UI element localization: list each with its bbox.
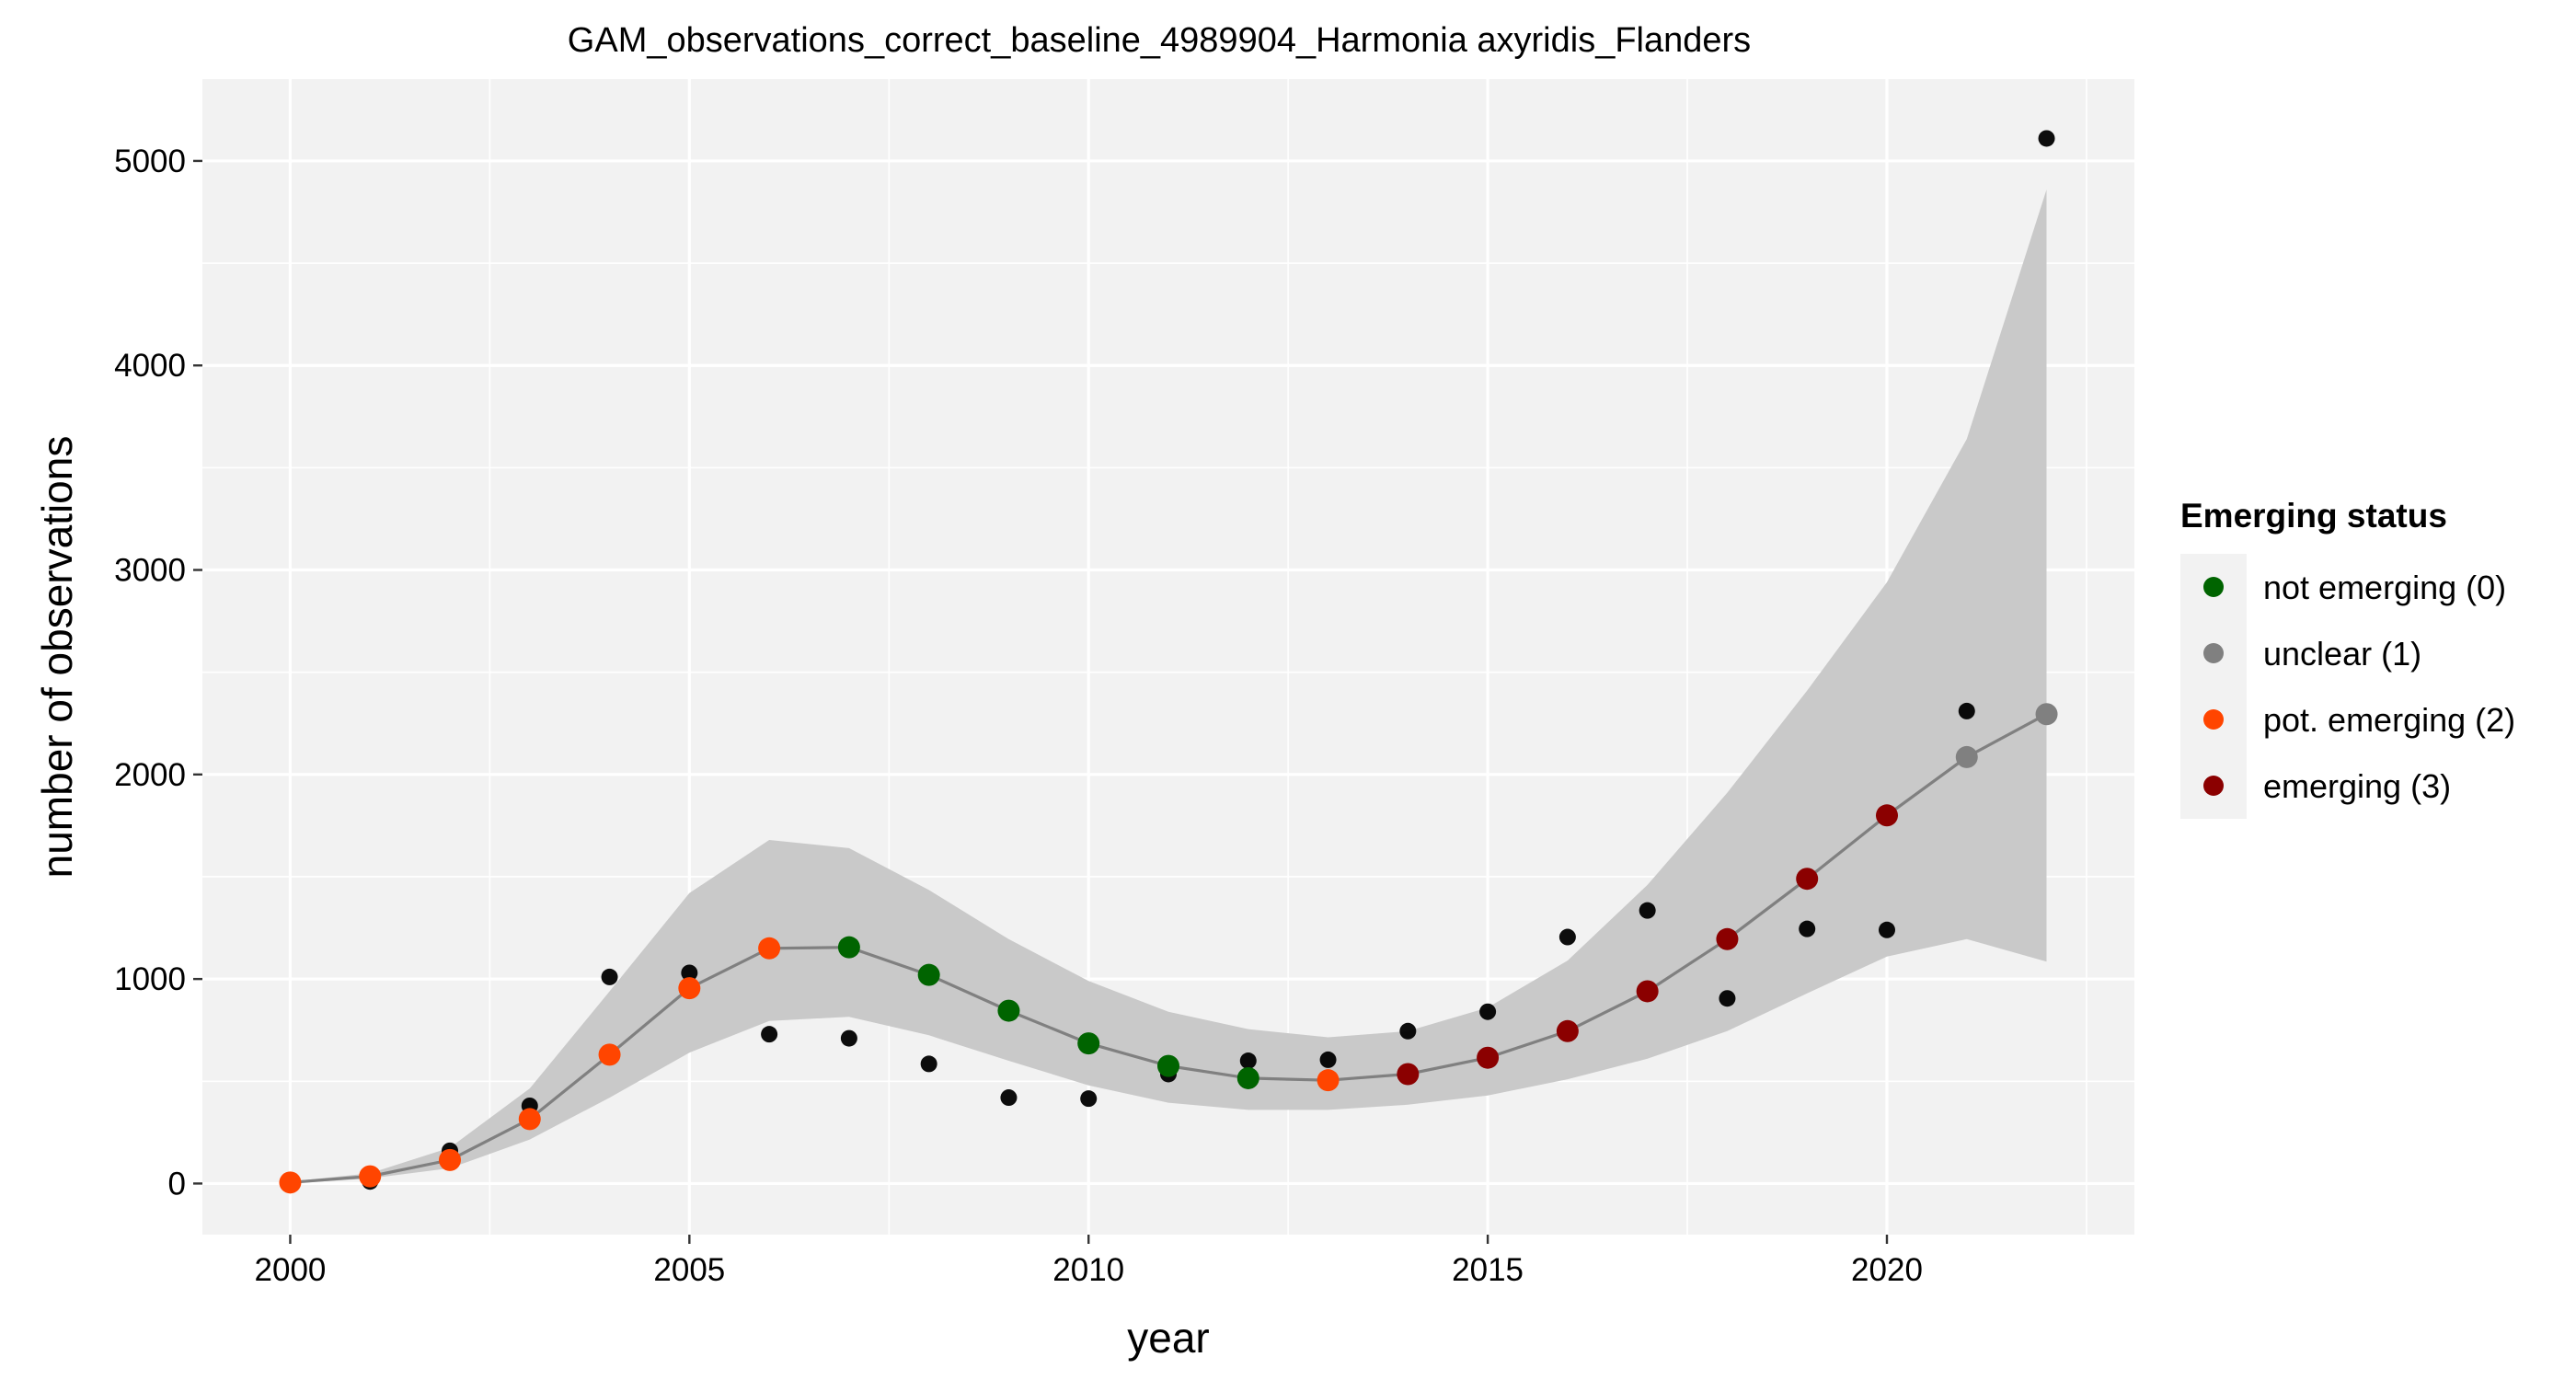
observed-point (1399, 1022, 1417, 1040)
fit-point (1317, 1069, 1340, 1092)
confidence-ribbon (290, 190, 2047, 1184)
fit-points (279, 703, 2058, 1194)
x-tick-label: 2010 (1052, 1252, 1124, 1288)
observed-point (1239, 1052, 1257, 1070)
legend-label: unclear (1) (2263, 635, 2421, 673)
fit-point (917, 963, 940, 986)
legend-key (2203, 577, 2224, 597)
observed-point (1479, 1003, 1497, 1020)
observed-point (920, 1055, 937, 1073)
fit-point (1796, 868, 1819, 891)
legend-label: pot. emerging (2) (2263, 701, 2515, 739)
observed-point (601, 968, 618, 985)
legend-label: not emerging (0) (2263, 569, 2506, 606)
fit-point (2035, 703, 2058, 726)
legend-key (2203, 709, 2224, 730)
observed-point (1319, 1051, 1337, 1068)
fit-point (1236, 1066, 1259, 1089)
fit-point (439, 1148, 462, 1171)
legend-label: emerging (3) (2263, 767, 2451, 805)
observed-point (1878, 921, 1895, 938)
fit-point (1556, 1019, 1579, 1042)
observed-point (1558, 928, 1576, 946)
x-axis-ticks: 2000 2005 2010 2015 2020 (255, 1235, 1923, 1288)
legend-key (2203, 776, 2224, 796)
y-axis-ticks: 0 1000 2000 3000 4000 5000 (114, 144, 202, 1202)
fit-point (758, 937, 781, 960)
observed-point (761, 1026, 778, 1043)
x-tick-label: 2005 (653, 1252, 725, 1288)
x-tick-label: 2015 (1452, 1252, 1524, 1288)
fit-point (997, 999, 1020, 1022)
observed-point (1719, 990, 1736, 1007)
observed-point (681, 964, 698, 982)
fit-point (1716, 927, 1739, 950)
fit-point (598, 1043, 621, 1066)
x-tick-label: 2020 (1851, 1252, 1923, 1288)
fit-point (279, 1171, 302, 1194)
fit-point (837, 936, 860, 959)
observed-point (1080, 1090, 1098, 1108)
y-tick-label: 5000 (114, 144, 186, 179)
y-tick-label: 1000 (114, 961, 186, 997)
x-axis-title: year (1127, 1314, 1209, 1362)
observed-point (2038, 130, 2055, 147)
y-axis-title: number of observations (33, 436, 81, 879)
fit-point (1477, 1046, 1500, 1069)
fit-point (1875, 804, 1898, 827)
observed-point (1000, 1089, 1018, 1107)
y-tick-label: 0 (168, 1166, 186, 1202)
fit-point (518, 1108, 541, 1131)
observed-point (1799, 920, 1816, 937)
fit-point (1077, 1032, 1100, 1055)
fit-point (678, 977, 701, 1000)
fit-point (1397, 1063, 1420, 1086)
observed-point (1958, 702, 1975, 719)
fit-point (1157, 1054, 1179, 1077)
fit-point (1955, 745, 1978, 768)
observed-point (840, 1029, 857, 1047)
legend-title: Emerging status (2180, 497, 2447, 535)
chart-title: GAM_observations_correct_baseline_498990… (568, 21, 1751, 60)
fit-point (1636, 980, 1659, 1003)
legend-key-background (2180, 554, 2247, 819)
y-tick-label: 4000 (114, 348, 186, 384)
legend-key (2203, 643, 2224, 663)
fit-point (359, 1165, 382, 1188)
observed-point (1639, 902, 1656, 919)
y-tick-label: 3000 (114, 553, 186, 589)
legend: Emerging status not emerging (0) unclear … (2180, 497, 2515, 819)
y-tick-label: 2000 (114, 757, 186, 793)
x-tick-label: 2000 (255, 1252, 327, 1288)
